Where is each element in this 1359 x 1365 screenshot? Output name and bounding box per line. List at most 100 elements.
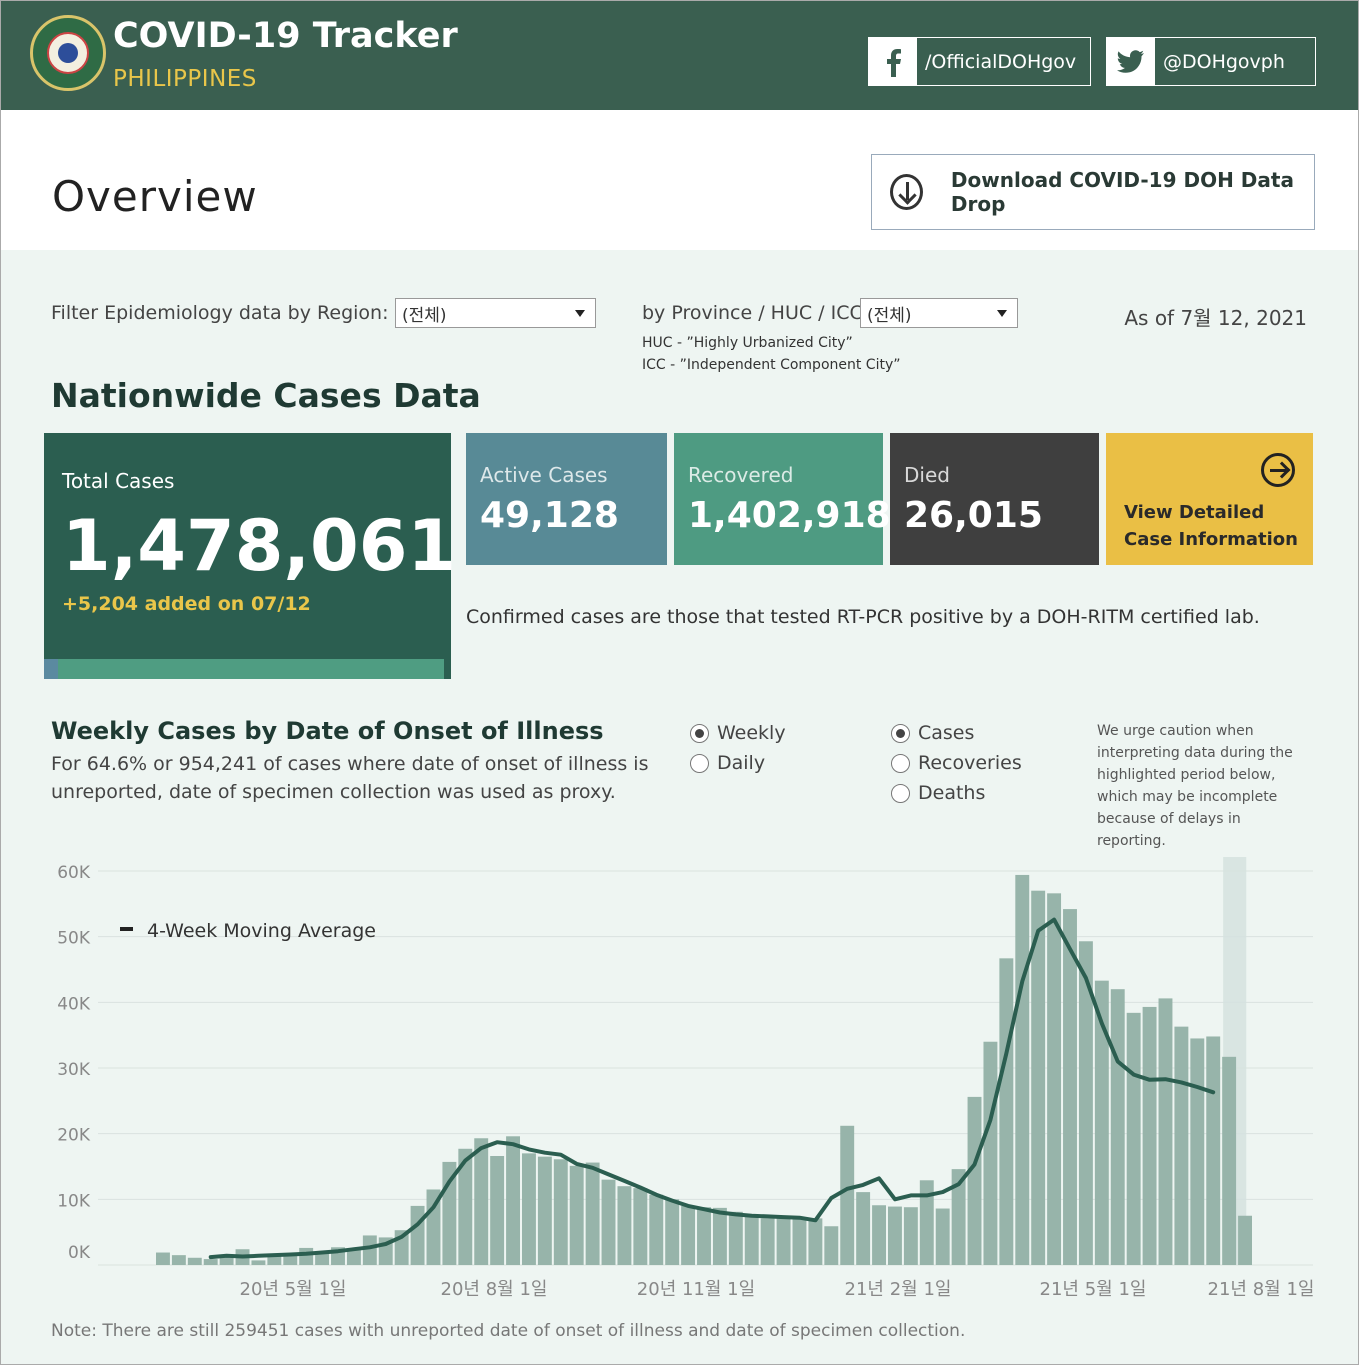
facebook-icon (869, 38, 917, 85)
icc-note: ICC - ”Independent Component City” (642, 357, 901, 373)
bar[interactable] (999, 958, 1014, 1265)
doh-seal-logo (30, 15, 106, 91)
bar[interactable] (951, 1169, 966, 1265)
bar[interactable] (792, 1219, 807, 1265)
bar[interactable] (458, 1148, 473, 1265)
bar[interactable] (187, 1257, 202, 1265)
bar[interactable] (267, 1255, 282, 1265)
page-title: Overview (52, 172, 258, 221)
bar[interactable] (490, 1155, 505, 1265)
bar[interactable] (681, 1205, 696, 1265)
radio-weekly[interactable]: Weekly (690, 722, 786, 744)
recovered-label: Recovered (688, 463, 794, 487)
total-cases-bar (58, 659, 444, 679)
bar[interactable] (1094, 980, 1109, 1265)
bar[interactable] (633, 1188, 648, 1265)
footnote: Note: There are still 259451 cases with … (51, 1321, 966, 1341)
region-select[interactable]: (전체) (395, 298, 596, 328)
bar[interactable] (712, 1207, 727, 1265)
bar[interactable] (537, 1156, 552, 1265)
bar[interactable] (299, 1247, 314, 1265)
bar[interactable] (601, 1179, 616, 1265)
bar[interactable] (1015, 874, 1030, 1265)
weekly-description: For 64.6% or 954,241 of cases where date… (51, 753, 649, 803)
radio-cases[interactable]: Cases (891, 722, 974, 744)
twitter-link[interactable]: @DOHgovph (1106, 37, 1316, 86)
radio-deaths-label: Deaths (918, 782, 986, 804)
bar[interactable] (553, 1159, 568, 1265)
bar[interactable] (1174, 1026, 1189, 1265)
app-title: COVID-19 Tracker (113, 16, 458, 56)
bar[interactable] (362, 1235, 377, 1265)
bar[interactable] (283, 1253, 298, 1265)
bar[interactable] (744, 1214, 759, 1265)
bar[interactable] (1110, 989, 1125, 1265)
bar[interactable] (1238, 1215, 1252, 1265)
bar[interactable] (1047, 893, 1062, 1265)
radio-recoveries[interactable]: Recoveries (891, 752, 1022, 774)
bar[interactable] (474, 1138, 489, 1265)
bar[interactable] (1158, 998, 1173, 1265)
bar[interactable] (1222, 1056, 1237, 1265)
bar[interactable] (983, 1041, 998, 1265)
bar[interactable] (808, 1218, 823, 1265)
bar[interactable] (203, 1259, 218, 1265)
legend-swatch (120, 927, 133, 931)
x-tick-label: 21년 5월 1일 (1040, 1279, 1147, 1300)
y-tick-label: 30K (57, 1060, 91, 1080)
active-cases-value: 49,128 (480, 495, 619, 536)
weekly-cases-chart[interactable]: 60K 50K 40K 30K 20K 10K 0K 20년 5월 1일 20년 8월 1일 2… (0, 850, 1359, 1310)
download-data-drop-button[interactable]: Download COVID-19 DOH Data Drop (871, 154, 1315, 230)
bar[interactable] (1142, 1006, 1157, 1265)
province-select-value: (전체) (867, 306, 912, 326)
bar[interactable] (1031, 890, 1046, 1265)
bar[interactable] (728, 1211, 743, 1265)
bar[interactable] (522, 1153, 536, 1265)
view-detailed-button[interactable]: View Detailed Case Information (1106, 433, 1313, 565)
radio-daily[interactable]: Daily (690, 752, 765, 774)
died-card: Died 26,015 (890, 433, 1099, 565)
bar[interactable] (1078, 941, 1093, 1265)
bar[interactable] (856, 1192, 871, 1265)
bar[interactable] (824, 1226, 839, 1265)
bar[interactable] (346, 1249, 361, 1265)
bar[interactable] (251, 1260, 266, 1265)
x-tick-label: 20년 11월 1일 (637, 1279, 755, 1300)
bar[interactable] (649, 1194, 664, 1265)
radio-cases-label: Cases (918, 722, 975, 744)
bar[interactable] (872, 1205, 886, 1265)
huc-note: HUC - ”Highly Urbanized City” (642, 335, 853, 351)
radio-recoveries-dot (891, 753, 910, 773)
bar[interactable] (156, 1252, 170, 1265)
bar[interactable] (617, 1186, 632, 1265)
bar[interactable] (840, 1125, 855, 1265)
y-tick-label: 50K (57, 929, 91, 949)
bar[interactable] (665, 1199, 680, 1265)
bar[interactable] (967, 1096, 982, 1265)
bar[interactable] (219, 1257, 234, 1265)
bar[interactable] (776, 1216, 791, 1265)
bar[interactable] (585, 1162, 600, 1265)
view-detailed-label: View Detailed Case Information (1124, 502, 1298, 550)
confirmed-note: Confirmed cases are those that tested RT… (466, 606, 1260, 628)
province-select[interactable]: (전체) (860, 298, 1018, 328)
bar[interactable] (697, 1207, 711, 1265)
bar[interactable] (1206, 1036, 1221, 1265)
radio-deaths[interactable]: Deaths (891, 782, 985, 804)
bar[interactable] (888, 1206, 902, 1265)
bar[interactable] (506, 1136, 520, 1265)
bar[interactable] (760, 1218, 775, 1265)
overview-bar: Overview Download COVID-19 DOH Data Drop (0, 110, 1359, 250)
bar[interactable] (410, 1205, 425, 1265)
y-tick-label: 60K (57, 863, 91, 883)
bar[interactable] (171, 1255, 186, 1265)
bar[interactable] (1126, 1012, 1141, 1265)
bar[interactable] (919, 1180, 934, 1265)
bar[interactable] (569, 1165, 584, 1265)
facebook-link[interactable]: /OfficialDOHgov (868, 37, 1091, 86)
bar[interactable] (1063, 909, 1077, 1265)
caution-note: We urge caution when interpreting data d… (1097, 723, 1293, 849)
bar[interactable] (935, 1208, 950, 1265)
bar[interactable] (903, 1207, 918, 1265)
bar[interactable] (1190, 1038, 1205, 1265)
